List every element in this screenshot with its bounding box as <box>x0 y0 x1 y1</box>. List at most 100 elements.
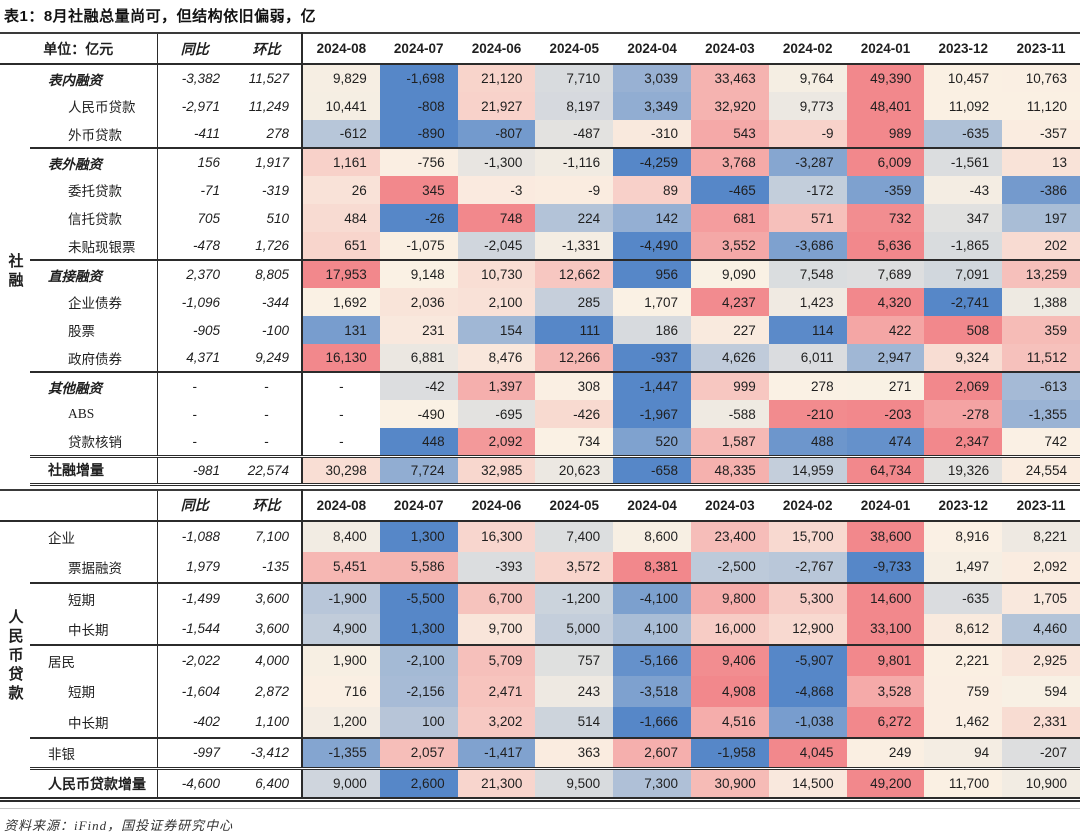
cell-2023-12: 19,326 <box>924 454 1003 486</box>
cell-2024-05: -9 <box>535 176 614 204</box>
cell-2024-02: 6,011 <box>768 344 847 372</box>
cell-2024-07: 7,724 <box>379 454 458 486</box>
cell-2024-08: - <box>339 406 344 422</box>
cell-2024-04: 956 <box>613 259 691 288</box>
row-label: 人民币贷款 <box>30 92 158 120</box>
cell-mom: -344 <box>232 288 303 316</box>
cell-2024-01: 422 <box>846 316 925 344</box>
row-label: 未贴现银票 <box>30 232 158 260</box>
cell-2024-07: 1,300 <box>379 520 458 552</box>
cell-2023-12: 347 <box>924 204 1003 232</box>
cell-2024-06: 21,120 <box>457 64 536 92</box>
cell-2024-07: 1,300 <box>379 613 458 645</box>
col-header-2024-01: 2024-01 <box>846 489 925 522</box>
cell-2023-11: 8,221 <box>1002 520 1080 552</box>
cell-2024-05: 20,623 <box>535 454 614 486</box>
cell-2023-12: 2,347 <box>924 428 1003 456</box>
cell-mom: 11,527 <box>232 64 303 92</box>
cell-2023-12: 2,069 <box>924 371 1003 400</box>
cell-2024-05: 514 <box>535 706 614 738</box>
cell-2024-01: 14,600 <box>846 581 925 614</box>
cell-2024-04: -4,490 <box>613 232 691 260</box>
table-row: 贷款核销 - - - 448 2,092 734 520 1,587 488 474 2,347 742 <box>0 428 1080 456</box>
cell-2024-06: -1,417 <box>457 736 536 769</box>
col-header-2024-05: 2024-05 <box>535 489 614 522</box>
cell-2024-03: 9,090 <box>690 259 769 288</box>
cell-2024-04: -1,967 <box>613 400 691 428</box>
row-label: 企业债券 <box>30 288 158 316</box>
cell-2023-11: 4,460 <box>1002 613 1080 645</box>
cell-2024-02: 278 <box>768 371 847 400</box>
cell-mom: 11,249 <box>232 92 303 120</box>
unit-header: 单位：亿元 <box>0 33 158 65</box>
cell-2024-05: 9,500 <box>535 767 614 800</box>
cell-2024-06: 9,700 <box>457 613 536 645</box>
cell-yoy: 156 <box>157 147 232 176</box>
cell-2023-12: -278 <box>924 400 1003 428</box>
cell-2024-02: -210 <box>768 400 847 428</box>
row-label: ABS <box>30 400 158 428</box>
cell-2024-07: 5,586 <box>379 551 458 583</box>
cell-2024-08: -1,900 <box>302 581 380 614</box>
cell-2024-08: 1,900 <box>302 643 380 676</box>
cell-2024-07: 231 <box>379 316 458 344</box>
cell-2024-01: 64,734 <box>846 454 925 486</box>
cell-2024-04: 520 <box>613 428 691 456</box>
cell-2024-08: 4,900 <box>302 613 380 645</box>
cell-2024-05: 757 <box>535 643 614 676</box>
cell-2024-03: -588 <box>690 400 769 428</box>
cell-2024-04: -4,100 <box>613 581 691 614</box>
cell-2024-08: 10,441 <box>302 92 380 120</box>
cell-mom: 1,100 <box>232 706 303 738</box>
cell-yoy: -981 <box>157 454 232 486</box>
table-row: 政府债券 4,371 9,249 16,130 6,881 8,476 12,266 -937… <box>0 344 1080 372</box>
cell-yoy: 1,979 <box>186 559 220 574</box>
cell-mom: 4,000 <box>232 643 303 676</box>
cell-2024-08: 1,200 <box>302 706 380 738</box>
col-header-mom: 环比 <box>232 489 303 522</box>
cell-2024-06: -1,300 <box>457 147 536 176</box>
cell-2024-04: 3,039 <box>613 64 691 92</box>
cell-2024-01: 6,272 <box>846 706 925 738</box>
row-label: 企业 <box>30 520 158 552</box>
cell-yoy: 705 <box>197 210 220 226</box>
cell-2024-01: 271 <box>846 371 925 400</box>
cell-2024-05: 3,572 <box>535 551 614 583</box>
col-header-yoy: 同比 <box>157 489 232 522</box>
cell-mom: 3,600 <box>232 613 303 645</box>
col-header-2024-08: 2024-08 <box>302 33 380 65</box>
cell-2023-11: 10,763 <box>1002 64 1080 92</box>
cell-2024-03: 4,516 <box>690 706 769 738</box>
col-header-yoy: 同比 <box>157 33 232 65</box>
cell-2023-11: 2,925 <box>1002 643 1080 676</box>
cell-2024-04: 4,100 <box>613 613 691 645</box>
group-label-text: 社融 <box>6 253 23 291</box>
cell-2023-11: 359 <box>1002 316 1080 344</box>
table-row: 中长期 -402 1,100 1,200 100 3,202 514 -1,666 4,516-… <box>0 706 1080 738</box>
table-row: 票据融资 1,979 -135 5,451 5,586 -393 3,572 8,381 -2,… <box>0 551 1080 583</box>
cell-2024-08: 16,130 <box>302 344 380 372</box>
table-row: 委托贷款 -71 -319 26 345 -3 -9 89 -465 -172 -359 -43 -38… <box>0 176 1080 204</box>
cell-2024-04: 8,600 <box>613 520 691 552</box>
cell-2024-02: 1,423 <box>768 288 847 316</box>
col-header-2024-06: 2024-06 <box>457 33 536 65</box>
row-label: 外币贷款 <box>30 120 158 148</box>
cell-2024-05: 363 <box>535 736 614 769</box>
cell-yoy: -1,088 <box>181 529 220 544</box>
cell-2024-07: -808 <box>379 92 458 120</box>
cell-2024-05: -1,200 <box>535 581 614 614</box>
cell-2024-03: 999 <box>690 371 769 400</box>
cell-yoy: 4,371 <box>186 350 220 365</box>
cell-2024-06: -695 <box>457 400 536 428</box>
cell-2023-11: 202 <box>1002 232 1080 260</box>
group-label-rmb-loans: 人民币贷款 <box>0 521 30 800</box>
cell-2023-12: 10,457 <box>924 64 1003 92</box>
cell-2024-07: 345 <box>379 176 458 204</box>
cell-2024-02: -3,686 <box>768 232 847 260</box>
cell-2024-08: 9,829 <box>302 64 380 92</box>
row-label: 政府债券 <box>30 344 158 372</box>
cell-2024-03: 543 <box>690 120 769 148</box>
cell-2024-03: -465 <box>690 176 769 204</box>
row-label: 直接融资 <box>30 259 158 288</box>
cell-2024-04: 186 <box>613 316 691 344</box>
